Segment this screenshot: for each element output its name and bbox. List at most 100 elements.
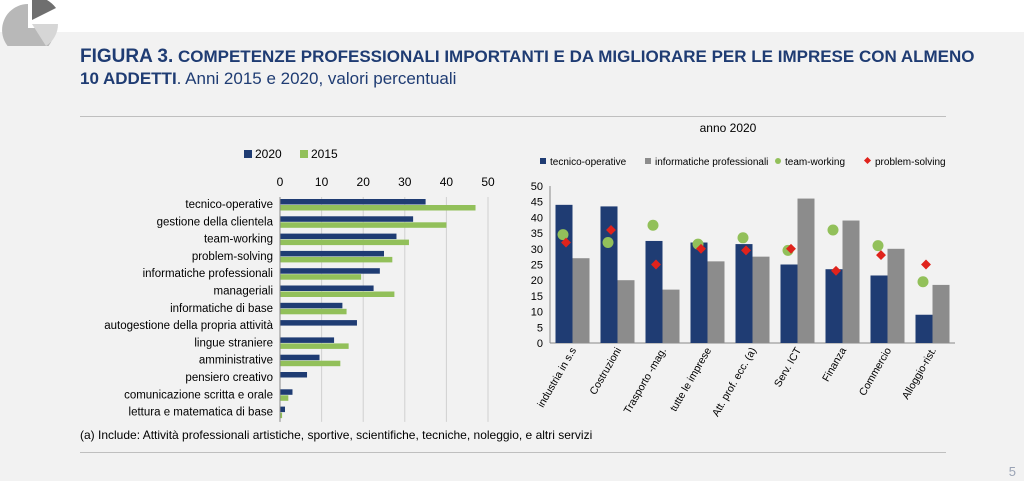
y-tick-label: 35 (531, 228, 543, 240)
category-label: industria in s.s (535, 346, 579, 410)
x-tick-label: 0 (277, 175, 284, 189)
category-label: Serv. ICT (772, 345, 804, 389)
x-tick-label: 40 (440, 175, 454, 189)
legend-label: informatiche professionali (655, 157, 768, 168)
y-tick-label: 10 (531, 307, 543, 319)
x-tick-label: 50 (481, 175, 495, 189)
marker-team-working (692, 238, 704, 250)
legend-swatch (300, 150, 308, 158)
category-label: problem-solving (192, 251, 273, 263)
marker-team-working (602, 237, 614, 249)
legend-label: problem-solving (875, 157, 946, 168)
bar (280, 239, 409, 246)
bar (555, 204, 573, 343)
legend-swatch (775, 158, 781, 164)
bar (690, 242, 708, 343)
category-label: pensiero creativo (185, 372, 273, 384)
bar (915, 314, 933, 343)
category-label: Trasporto -mag. (622, 346, 670, 416)
page-number: 5 (1008, 464, 1016, 479)
category-label: lettura e matematica di base (129, 407, 273, 419)
bar (280, 250, 384, 257)
marker-team-working (827, 224, 839, 236)
category-label: Alloggio-rist. (900, 346, 939, 402)
category-label: gestione della clientela (157, 216, 274, 228)
bar (280, 389, 293, 395)
category-label: informatiche professionali (143, 268, 273, 280)
legend-label: team-working (785, 157, 845, 168)
category-label: Commercio (857, 345, 894, 398)
category-label: tutte le imprese (668, 345, 714, 413)
y-tick-label: 0 (537, 338, 543, 350)
bar (280, 222, 447, 228)
legend-label: tecnico-operative (550, 157, 627, 168)
y-tick-label: 50 (531, 181, 543, 193)
bar (280, 256, 393, 263)
bar (707, 261, 725, 343)
bar (280, 354, 320, 361)
marker-team-working (737, 232, 749, 244)
y-tick-label: 30 (531, 244, 543, 256)
bar (825, 269, 843, 343)
marker-problem-solving (741, 245, 751, 256)
title-subtitle: . Anni 2015 e 2020, valori percentuali (176, 69, 457, 88)
legend-swatch (863, 156, 872, 165)
bar (280, 372, 308, 378)
x-tick-label: 20 (357, 175, 371, 189)
marker-team-working (647, 219, 659, 231)
category-label: team-working (204, 234, 273, 246)
bar (280, 343, 349, 349)
marker-problem-solving (786, 243, 796, 254)
bar (280, 360, 341, 367)
marker-problem-solving (561, 237, 571, 248)
bar (280, 199, 426, 205)
title-main: COMPETENZE PROFESSIONALI IMPORTANTI E DA… (80, 47, 975, 88)
category-label: comunicazione scritta e orale (124, 389, 273, 401)
bar (280, 308, 347, 315)
y-tick-label: 20 (531, 275, 543, 287)
category-label: lingue straniere (194, 337, 273, 349)
marker-team-working (557, 229, 569, 241)
bar (280, 320, 357, 326)
bar (645, 240, 663, 343)
figure-title: FIGURA 3. COMPETENZE PROFESSIONALI IMPOR… (80, 46, 980, 90)
bar (280, 205, 476, 211)
bar (280, 285, 374, 291)
bar (797, 198, 815, 343)
marker-team-working (782, 244, 794, 256)
bar (280, 274, 362, 280)
legend-label: 2020 (255, 147, 282, 161)
bar (280, 216, 414, 222)
bar (280, 268, 380, 274)
category-label: Costruzioni (587, 346, 624, 397)
legend-swatch (244, 150, 252, 158)
top-divider (80, 116, 946, 117)
marker-team-working (917, 276, 929, 288)
bar (842, 220, 860, 343)
bar (280, 337, 335, 343)
bar (617, 280, 635, 343)
bar (932, 284, 950, 343)
figure-label: FIGURA 3. (80, 46, 174, 67)
bar (280, 233, 397, 240)
bottom-divider (80, 452, 946, 453)
category-label: autogestione della propria attività (104, 320, 273, 332)
marker-problem-solving (921, 259, 931, 270)
bar (572, 258, 590, 343)
bar (280, 412, 283, 419)
legend-swatch (645, 158, 651, 164)
category-label: manageriali (214, 286, 273, 298)
bar (600, 206, 618, 343)
y-tick-label: 15 (531, 291, 543, 303)
bar (280, 406, 285, 413)
marker-team-working (872, 240, 884, 252)
bar (280, 395, 289, 401)
bar (735, 244, 753, 343)
legend-swatch (540, 158, 546, 164)
top-bar (0, 0, 1024, 32)
chart-title: anno 2020 (700, 121, 757, 135)
x-tick-label: 30 (398, 175, 412, 189)
category-label: tecnico-operative (185, 199, 273, 211)
marker-problem-solving (651, 259, 661, 270)
y-tick-label: 40 (531, 212, 543, 224)
